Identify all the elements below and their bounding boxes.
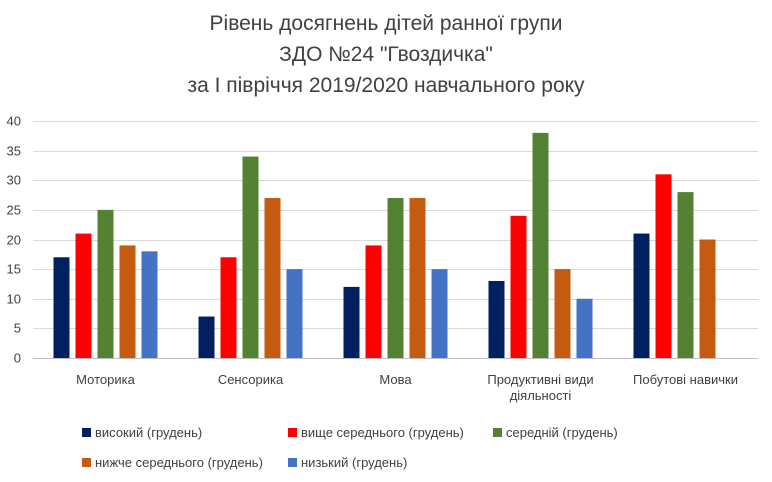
bar-1-0	[198, 316, 215, 358]
x-category-label: Побутові навички	[633, 372, 738, 387]
y-tick-label: 35	[7, 144, 21, 159]
bar-2-2	[387, 198, 404, 358]
bar-4-2	[677, 192, 694, 358]
bar-0-4	[141, 251, 158, 358]
bar-0-1	[75, 233, 92, 358]
chart-title-line-1: Рівень досягнень дітей ранної групи	[209, 12, 563, 35]
bar-2-3	[409, 198, 426, 358]
chart-title-line-2: ЗДО №24 "Гвоздичка"	[279, 43, 493, 66]
y-tick-label: 10	[7, 292, 21, 307]
bar-0-3	[119, 245, 136, 358]
bar-3-0	[488, 280, 505, 358]
bar-3-4	[576, 298, 593, 358]
bar-0-0	[53, 257, 70, 358]
y-tick-label: 0	[14, 351, 21, 366]
y-tick-label: 30	[7, 173, 21, 188]
x-category-label: діяльності	[510, 388, 572, 403]
x-category-label: Мова	[379, 372, 412, 387]
bar-1-2	[242, 156, 259, 358]
y-tick-label: 15	[7, 262, 21, 277]
bar-0-2	[97, 209, 114, 358]
bar-2-4	[431, 269, 448, 358]
y-tick-label: 25	[7, 203, 21, 218]
chart-title: Рівень досягнень дітей ранної групи ЗДО …	[0, 8, 772, 101]
bar-1-1	[220, 257, 237, 358]
bar-4-3	[699, 239, 716, 358]
bar-2-0	[343, 286, 360, 358]
bar-1-3	[264, 198, 281, 358]
x-category-label: Моторика	[76, 372, 135, 387]
y-tick-label: 20	[7, 233, 21, 248]
bar-3-1	[510, 215, 527, 358]
bar-3-3	[554, 269, 571, 358]
y-tick-label: 5	[14, 321, 21, 336]
bar-1-4	[286, 269, 303, 358]
x-category-label: Сенсорика	[218, 372, 284, 387]
bar-4-0	[633, 233, 650, 358]
chart-title-line-3: за I півріччя 2019/2020 навчального року	[187, 74, 585, 97]
y-tick-label: 40	[7, 114, 21, 129]
bar-2-1	[365, 245, 382, 358]
bar-4-1	[655, 174, 672, 358]
x-category-label: Продуктивні види	[487, 372, 593, 387]
bar-3-2	[532, 132, 549, 358]
